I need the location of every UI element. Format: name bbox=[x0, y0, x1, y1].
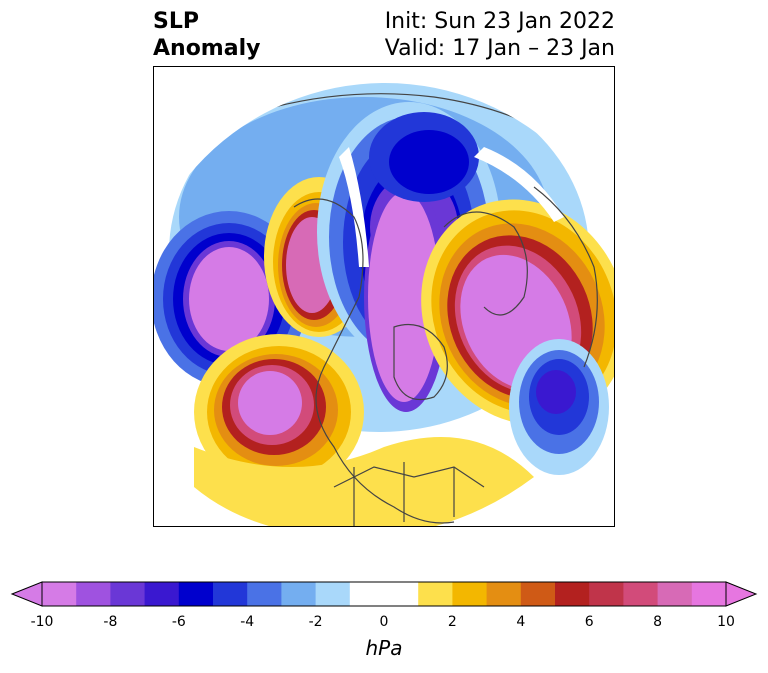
colorbar-tick-label: 8 bbox=[653, 614, 663, 630]
colorbar-tick-label: 4 bbox=[516, 614, 526, 630]
neutral-zone-1 bbox=[339, 147, 369, 267]
colorbar-tick-label: -2 bbox=[308, 614, 323, 630]
colorbar-tick-label: 0 bbox=[379, 614, 389, 630]
colorbar-bin bbox=[42, 582, 77, 606]
colorbar-extend-min bbox=[10, 581, 43, 607]
colorbar-bin bbox=[349, 582, 385, 606]
colorbar-bin bbox=[657, 582, 693, 606]
colorbar-bin bbox=[384, 582, 419, 606]
colorbar-bin bbox=[281, 582, 317, 606]
map-title: SLP Anomaly bbox=[153, 8, 260, 62]
colorbar-unit: hPa bbox=[365, 636, 403, 660]
colorbar-bin bbox=[144, 582, 180, 606]
colorbar-bin bbox=[418, 582, 453, 606]
anomaly-field bbox=[154, 83, 614, 526]
init-date: Init: Sun 23 Jan 2022 bbox=[384, 9, 615, 34]
map-date-info: Init: Sun 23 Jan 2022 Valid: 17 Jan – 23… bbox=[385, 8, 615, 62]
colorbar-bin bbox=[213, 582, 248, 606]
colorbar-tick-label: 2 bbox=[447, 614, 457, 630]
colorbar-tick-label: 6 bbox=[584, 614, 594, 630]
west-na-high bbox=[194, 334, 364, 490]
colorbar-frame bbox=[41, 581, 727, 607]
colorbar-bin bbox=[691, 582, 727, 606]
colorbar-bin bbox=[452, 582, 488, 606]
colorbar-bin bbox=[110, 582, 146, 606]
coastlines bbox=[273, 93, 598, 526]
colorbar-bins bbox=[10, 581, 758, 607]
colorbar-bin bbox=[555, 582, 590, 606]
eurasia-low bbox=[369, 112, 479, 202]
colorbar-tick-label: -10 bbox=[30, 614, 54, 630]
colorbar-bin bbox=[178, 582, 214, 606]
colorbar-bin bbox=[315, 582, 351, 606]
variable-label: SLP bbox=[153, 9, 199, 34]
colorbar bbox=[10, 580, 758, 610]
colorbar-bin bbox=[520, 582, 556, 606]
colorbar-bin bbox=[247, 582, 282, 606]
colorbar-tick-label: 10 bbox=[717, 614, 735, 630]
colorbar-extend-max bbox=[725, 581, 758, 607]
valid-range: Valid: 17 Jan – 23 Jan bbox=[384, 36, 615, 61]
polar-map bbox=[153, 66, 615, 527]
colorbar-bin bbox=[486, 582, 522, 606]
colorbar-tick-label: -8 bbox=[103, 614, 118, 630]
colorbar-tick-label: -6 bbox=[171, 614, 186, 630]
colorbar-tick-label: -4 bbox=[240, 614, 255, 630]
anomaly-label: Anomaly bbox=[153, 36, 261, 61]
mid-atlantic-low bbox=[509, 339, 609, 475]
colorbar-bin bbox=[589, 582, 624, 606]
colorbar-bin bbox=[623, 582, 659, 606]
colorbar-bin bbox=[76, 582, 111, 606]
neutral-zone-2 bbox=[474, 147, 564, 222]
